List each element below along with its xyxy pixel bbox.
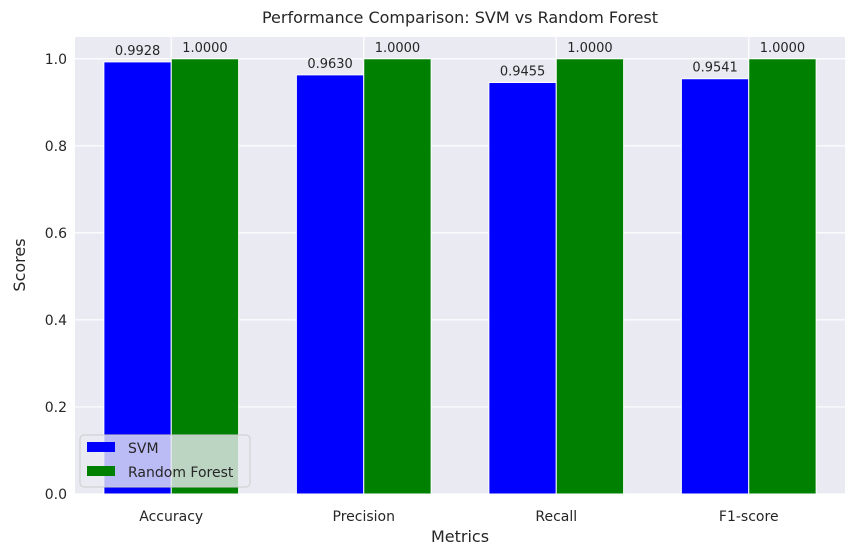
value-label: 1.0000 bbox=[182, 41, 228, 56]
legend: SVM Random Forest bbox=[79, 434, 251, 488]
y-tick-label: 0.0 bbox=[45, 487, 67, 503]
x-axis-label: Metrics bbox=[431, 527, 489, 546]
bar-svm-precision bbox=[295, 74, 365, 495]
value-label: 1.0000 bbox=[567, 41, 613, 56]
bar-svm-f1-score bbox=[680, 78, 750, 495]
y-tick-label: 0.4 bbox=[45, 313, 67, 329]
legend-box bbox=[79, 434, 251, 488]
value-label: 1.0000 bbox=[375, 41, 421, 56]
x-tick-label: Accuracy bbox=[139, 509, 203, 525]
y-axis-label: Scores bbox=[10, 238, 29, 291]
y-tick-label: 0.2 bbox=[45, 400, 67, 416]
bar-random-forest-f1-score bbox=[748, 58, 817, 495]
legend-label-random-forest: Random Forest bbox=[128, 465, 234, 481]
bar-random-forest-recall bbox=[555, 58, 625, 495]
y-tick-labels: 0.0 0.2 0.4 0.6 0.8 1.0 bbox=[45, 52, 67, 503]
x-tick-label: Precision bbox=[333, 509, 395, 525]
bar-random-forest-accuracy bbox=[170, 58, 240, 495]
bar-svm-recall bbox=[488, 81, 557, 495]
x-tick-label: F1-score bbox=[719, 509, 779, 525]
bar-random-forest-precision bbox=[363, 58, 432, 495]
x-tick-labels: Accuracy Precision Recall F1-score bbox=[139, 509, 778, 525]
legend-swatch-random-forest bbox=[87, 466, 115, 476]
value-label: 0.9541 bbox=[692, 61, 738, 76]
y-tick-label: 0.6 bbox=[45, 226, 67, 242]
data-labels: 0.9928 0.9630 0.9455 0.9541 1.0000 1.0000 1.00… bbox=[115, 41, 805, 80]
legend-label-svm: SVM bbox=[128, 441, 159, 457]
value-label: 0.9928 bbox=[115, 44, 161, 59]
value-label: 0.9630 bbox=[307, 57, 353, 72]
bars bbox=[103, 58, 817, 495]
chart-title: Performance Comparison: SVM vs Random Fo… bbox=[262, 8, 658, 27]
y-tick-label: 0.8 bbox=[45, 139, 67, 155]
legend-swatch-svm bbox=[87, 442, 115, 452]
x-tick-label: Recall bbox=[535, 509, 577, 525]
bar-svm-accuracy bbox=[103, 61, 172, 495]
y-tick-label: 1.0 bbox=[45, 52, 67, 68]
value-label: 1.0000 bbox=[760, 41, 806, 56]
value-label: 0.9455 bbox=[500, 64, 546, 79]
